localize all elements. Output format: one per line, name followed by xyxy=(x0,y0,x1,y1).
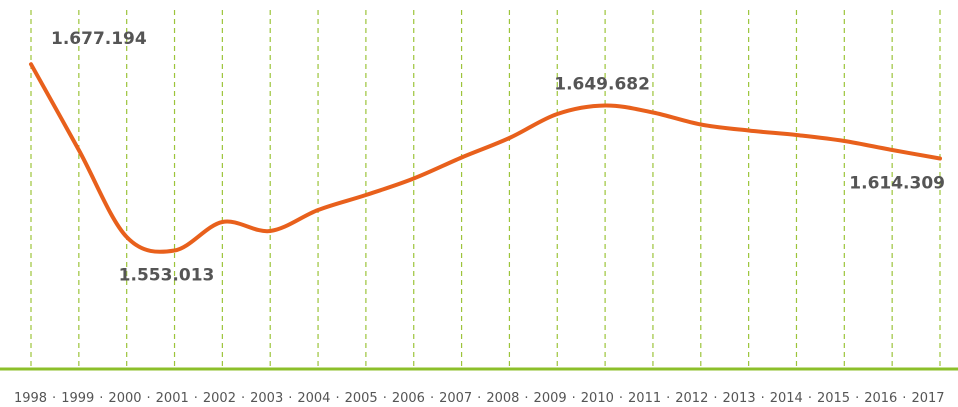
x-tick-separator: · xyxy=(430,391,434,406)
x-tick-2010: 2010 xyxy=(581,391,614,406)
x-tick-2003: 2003 xyxy=(250,391,283,406)
x-tick-separator: · xyxy=(713,391,717,406)
x-tick-2013: 2013 xyxy=(723,391,756,406)
x-tick-2000: 2000 xyxy=(108,391,141,406)
data-label-2017: 1.614.309 xyxy=(849,174,945,194)
x-tick-2012: 2012 xyxy=(675,391,708,406)
x-tick-separator: · xyxy=(99,391,103,406)
x-tick-2015: 2015 xyxy=(817,391,850,406)
x-tick-1998: 1998 xyxy=(14,391,47,406)
x-tick-separator: · xyxy=(524,391,528,406)
x-tick-2014: 2014 xyxy=(770,391,803,406)
x-tick-2005: 2005 xyxy=(345,391,378,406)
x-tick-separator: · xyxy=(855,391,859,406)
x-tick-2011: 2011 xyxy=(628,391,661,406)
x-tick-2008: 2008 xyxy=(486,391,519,406)
grid-lines xyxy=(30,10,941,368)
x-tick-separator: · xyxy=(761,391,765,406)
x-tick-separator: · xyxy=(666,391,670,406)
x-tick-separator: · xyxy=(147,391,151,406)
data-labels: 1.677.194 1.553.013 1.649.682 1.614.309 xyxy=(51,29,945,285)
x-tick-separator: · xyxy=(572,391,576,406)
x-tick-2006: 2006 xyxy=(392,391,425,406)
x-axis-ticks: 1998 · 1999 · 2000 · 2001 · 2002 · 2003 · 2004 · 2005 ·… xyxy=(14,391,945,406)
x-tick-2001: 2001 xyxy=(156,391,189,406)
x-tick-2002: 2002 xyxy=(203,391,236,406)
x-tick-separator: · xyxy=(383,391,387,406)
x-tick-2017: 2017 xyxy=(911,391,944,406)
x-tick-separator: · xyxy=(808,391,812,406)
x-tick-2007: 2007 xyxy=(439,391,472,406)
x-tick-separator: · xyxy=(52,391,56,406)
x-tick-separator: · xyxy=(335,391,339,406)
data-label-2010: 1.649.682 xyxy=(554,74,650,94)
x-tick-separator: · xyxy=(619,391,623,406)
x-tick-separator: · xyxy=(902,391,906,406)
data-label-1998: 1.677.194 xyxy=(51,29,147,49)
data-label-2001: 1.553.013 xyxy=(119,265,215,285)
x-tick-separator: · xyxy=(241,391,245,406)
x-tick-separator: · xyxy=(194,391,198,406)
x-tick-2009: 2009 xyxy=(534,391,567,406)
x-tick-2004: 2004 xyxy=(297,391,330,406)
x-tick-1999: 1999 xyxy=(61,391,94,406)
x-tick-separator: · xyxy=(288,391,292,406)
x-tick-2016: 2016 xyxy=(864,391,897,406)
series-line xyxy=(29,62,942,254)
x-tick-separator: · xyxy=(477,391,481,406)
